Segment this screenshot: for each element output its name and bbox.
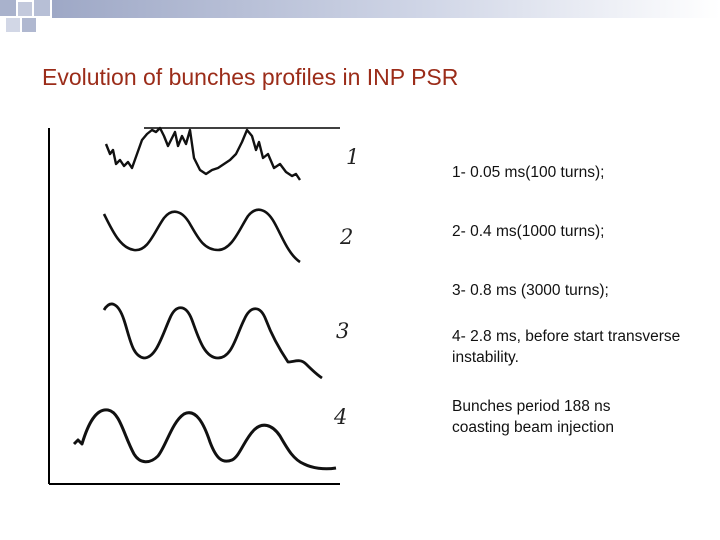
deco-square	[0, 0, 16, 16]
profile-number-1: 1	[346, 145, 359, 169]
legend-item-3: 3- 0.8 ms (3000 turns);	[452, 282, 609, 299]
profile-number-2: 2	[339, 225, 353, 249]
deco-square	[34, 0, 50, 16]
deco-square	[18, 2, 32, 16]
corner-decoration	[0, 0, 720, 32]
slide-title: Evolution of bunches profiles in INP PSR	[42, 64, 459, 90]
profile-trace-1	[104, 126, 301, 181]
deco-square	[6, 18, 20, 32]
note-line-1: Bunches period 188 ns	[452, 398, 611, 415]
profile-trace-2	[102, 208, 301, 264]
legend-item-1: 1- 0.05 ms(100 turns);	[452, 164, 605, 181]
bunch-profiles-figure: 1 2 3 4	[48, 126, 359, 485]
note-line-2: coasting beam injection	[452, 419, 614, 436]
legend-item-4: 4- 2.8 ms, before start transverse insta…	[452, 328, 681, 366]
profile-number-3: 3	[336, 319, 349, 343]
profile-trace-4	[72, 408, 337, 471]
profile-trace-3	[102, 302, 323, 380]
profile-legend: 1- 0.05 ms(100 turns); 2- 0.4 ms(1000 tu…	[452, 162, 712, 438]
legend-item-2: 2- 0.4 ms(1000 turns);	[452, 223, 605, 240]
profile-number-4: 4	[333, 405, 347, 429]
deco-bar	[52, 0, 720, 18]
note: Bunches period 188 ns coasting beam inje…	[452, 396, 712, 438]
deco-square	[22, 18, 36, 32]
